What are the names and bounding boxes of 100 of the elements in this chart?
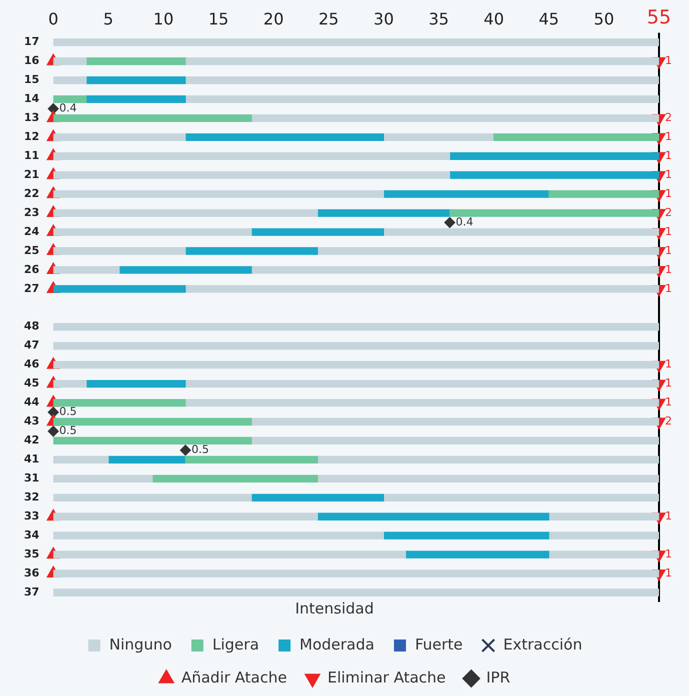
annotation: 2 [665,414,672,428]
y-tick-label: 16 [24,54,40,68]
annotation: 0.5 [59,424,77,438]
bar [53,436,252,445]
annotation: 0.5 [191,443,209,456]
bar [317,474,659,483]
annotation: 1 [665,566,672,580]
bar [53,247,186,255]
y-tick-label: 32 [24,490,40,504]
y-tick-label: 12 [24,130,40,144]
y-tick-label: 22 [24,186,40,200]
bar [185,285,659,293]
annotation: 1 [665,186,672,200]
y-tick-label: 11 [24,148,40,162]
bar [53,152,450,160]
bar [53,209,318,217]
bar [317,512,550,520]
annotation: 1 [665,262,672,276]
y-tick-label: 36 [24,566,40,580]
bar [383,228,659,236]
bar [53,570,659,578]
bar [53,266,120,274]
annotation: 1 [665,130,672,144]
annotation: 1 [665,396,672,409]
y-tick-label: 23 [24,206,40,219]
bar [449,209,659,217]
bar [185,247,318,255]
legend-label: IPR [486,668,510,686]
annotation: 1 [665,148,672,162]
bar [383,494,659,502]
legend-label: Ligera [212,635,260,654]
bar [53,418,252,426]
bar [317,456,659,464]
annotation: 2 [665,111,672,124]
x-tick-label: 15 [208,9,229,28]
bar [449,171,659,179]
bar [53,512,318,520]
bar [251,228,384,236]
bar [405,550,550,558]
y-tick-label: 27 [24,282,40,295]
y-tick-label: 17 [24,35,40,48]
bar [317,247,659,255]
legend-label: Moderada [300,635,374,654]
bar [383,133,494,141]
y-tick-label: 24 [24,224,40,238]
bar [548,512,659,520]
annotation: 1 [665,244,672,257]
bar [86,76,186,84]
bar [53,342,659,350]
bar [53,190,384,198]
legend-title: Intensidad [295,599,374,618]
annotation: 1 [665,282,672,295]
annotation: 1 [665,509,672,522]
bar [53,494,252,502]
bar [53,474,153,483]
y-tick-label: 46 [24,358,40,371]
y-tick-label: 44 [24,396,40,409]
bar [53,38,659,46]
legend-label: Extracción [503,635,582,654]
bar [86,380,186,388]
annotation: 1 [665,547,672,560]
y-tick-label: 43 [24,414,40,428]
x-tick-label: 50 [594,9,614,28]
x-tick-label: 40 [484,9,504,28]
x-tick-label: 30 [374,9,394,28]
bar [53,114,252,122]
bar [185,57,659,66]
annotation: 1 [665,358,672,371]
bar [53,228,252,236]
bar [53,398,186,407]
bar [317,209,450,217]
bar [108,456,186,464]
legend-label: Ninguno [109,635,172,654]
bar [185,380,659,388]
bar [53,361,659,369]
bar [53,76,87,84]
y-tick-label: 35 [24,547,40,560]
y-tick-label: 41 [24,452,40,466]
y-tick-label: 42 [24,434,40,447]
bar [548,190,659,198]
bar [548,550,659,558]
y-tick-label: 13 [24,111,40,124]
bar [53,532,384,540]
bar [383,532,550,540]
annotation: 0.4 [456,215,474,228]
bar [53,380,87,388]
legend-label: Eliminar Atache [327,668,446,686]
bar [53,550,406,558]
bar [185,133,384,141]
bar [53,456,109,464]
bar [251,266,659,274]
bar [185,95,659,104]
annotation: 1 [665,224,672,238]
bar [251,436,659,445]
bar [185,76,659,84]
y-tick-label: 33 [24,509,40,522]
bar [53,323,659,331]
x-tick-label: 25 [318,9,339,28]
bar [53,95,87,104]
y-tick-label: 15 [24,73,40,86]
